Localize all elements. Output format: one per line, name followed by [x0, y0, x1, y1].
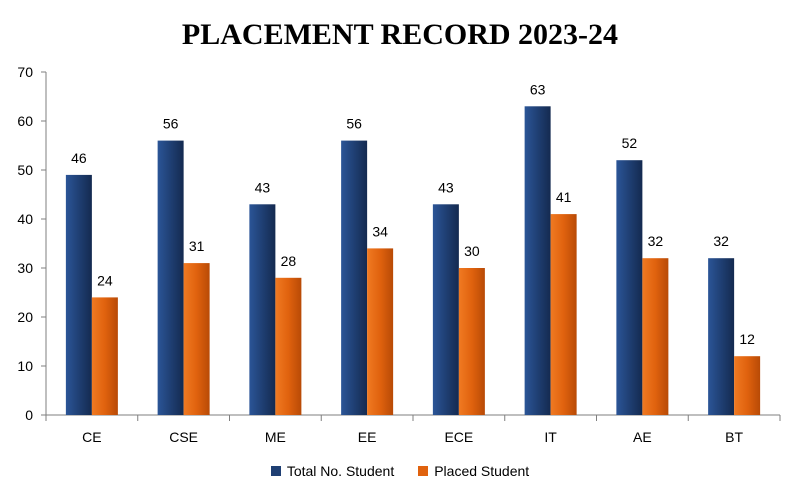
- x-tick-label: CSE: [169, 429, 198, 445]
- x-tick-label: ECE: [444, 429, 473, 445]
- data-label-placed: 31: [189, 238, 205, 254]
- bar-placed-students: [275, 277, 302, 415]
- x-tick-label: AE: [633, 429, 652, 445]
- data-label-placed: 32: [648, 233, 664, 249]
- y-tick-label: 50: [17, 162, 33, 178]
- data-label-total: 43: [255, 179, 271, 195]
- bar-placed-students: [91, 297, 118, 415]
- bar-total-students: [65, 174, 92, 415]
- data-label-total: 56: [163, 116, 179, 132]
- legend-label-total: Total No. Student: [286, 463, 395, 479]
- bar-placed-students: [458, 268, 485, 415]
- legend-item-total: Total No. Student: [270, 463, 395, 479]
- data-label-placed: 30: [464, 243, 480, 259]
- bar-placed-students: [642, 258, 669, 415]
- legend-label-placed: Placed Student: [434, 463, 530, 479]
- y-tick-label: 10: [17, 358, 33, 374]
- chart-title: PLACEMENT RECORD 2023-24: [181, 18, 619, 51]
- data-label-placed: 28: [281, 253, 297, 269]
- legend-item-placed: Placed Student: [418, 463, 529, 479]
- bar-total-students: [708, 258, 735, 415]
- data-label-total: 32: [713, 233, 729, 249]
- bars-group: [65, 106, 761, 416]
- data-labels-group: 46 24 56 31 43 28 56 34 43 30 63 41 52 32 32 12: [71, 81, 755, 347]
- legend-swatch-total: [270, 466, 281, 476]
- data-label-total: 46: [71, 150, 87, 166]
- x-tick-label: EE: [358, 429, 377, 445]
- data-label-total: 56: [346, 116, 362, 132]
- bar-total-students: [616, 160, 643, 415]
- bar-placed-students: [734, 356, 761, 415]
- data-label-placed: 24: [97, 272, 113, 288]
- y-tick-label: 60: [17, 113, 33, 129]
- legend-swatch-placed: [418, 466, 429, 476]
- bar-placed-students: [550, 214, 577, 415]
- bar-placed-students: [367, 248, 394, 415]
- data-label-placed: 41: [556, 189, 572, 205]
- y-tick-label: 20: [17, 309, 33, 325]
- y-tick-label: 70: [17, 64, 33, 80]
- bar-total-students: [524, 106, 551, 416]
- x-tick-label: CE: [82, 429, 101, 445]
- data-label-total: 52: [622, 135, 638, 151]
- y-tick-label: 30: [17, 260, 33, 276]
- data-label-placed: 34: [372, 223, 388, 239]
- x-tick-label: BT: [725, 429, 743, 445]
- x-tick-label: ME: [265, 429, 286, 445]
- bar-total-students: [249, 204, 276, 415]
- data-label-placed: 12: [739, 331, 755, 347]
- data-label-total: 43: [438, 179, 454, 195]
- bar-total-students: [341, 140, 368, 415]
- bar-total-students: [157, 140, 184, 415]
- bar-placed-students: [183, 263, 210, 415]
- legend: Total No. Student Placed Student: [0, 463, 800, 479]
- x-tick-label: IT: [544, 429, 557, 445]
- data-label-total: 63: [530, 81, 546, 97]
- y-tick-label: 40: [17, 211, 33, 227]
- y-tick-label: 0: [25, 407, 33, 423]
- bar-total-students: [432, 204, 459, 415]
- axes: 0 10 20 30 40 50 60 70 CE CSE ME EE ECE IT AE BT: [17, 64, 781, 445]
